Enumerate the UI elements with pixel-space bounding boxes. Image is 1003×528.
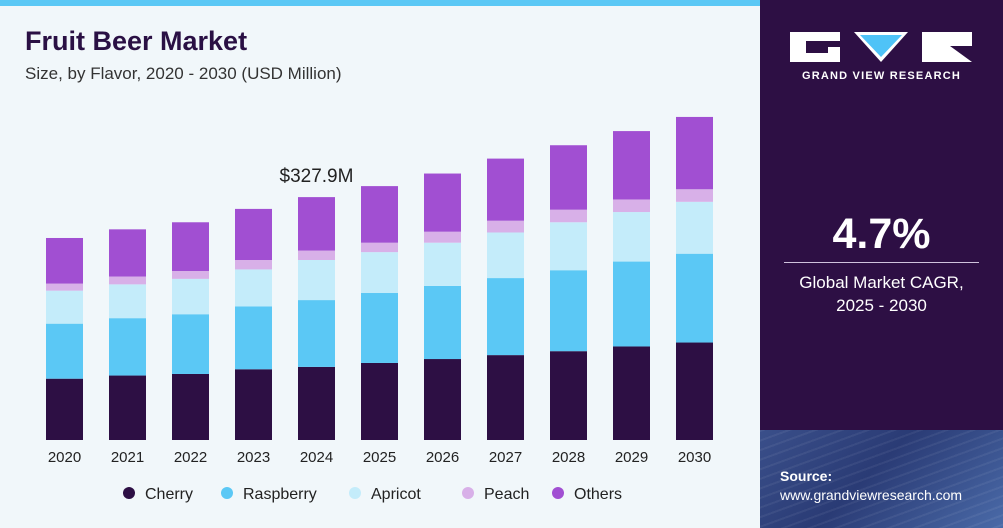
bar-segment-apricot-2027 xyxy=(487,232,524,279)
bar-segment-cherry-2021 xyxy=(109,375,146,440)
bar-segment-raspberry-2024 xyxy=(298,300,335,367)
source-panel-background xyxy=(760,430,1003,528)
x-tick-label-2021: 2021 xyxy=(111,449,144,466)
cagr-label-line1: Global Market CAGR, xyxy=(799,273,964,292)
bar-segment-apricot-2025 xyxy=(361,252,398,294)
bar-segment-apricot-2029 xyxy=(613,212,650,262)
x-tick-label-2022: 2022 xyxy=(174,449,207,466)
bar-segment-peach-2026 xyxy=(424,231,461,243)
bar-segment-peach-2023 xyxy=(235,259,272,270)
bar-segment-cherry-2027 xyxy=(487,355,524,440)
stacked-bar-chart: 2020 2021 2022 2023 2024 $327.9M 2025 2026 2027 2… xyxy=(46,116,713,503)
bar-segment-others-2024 xyxy=(298,197,335,251)
bar-segment-apricot-2030 xyxy=(676,201,713,254)
bar-segment-others-2021 xyxy=(109,229,146,277)
bar-segment-apricot-2028 xyxy=(550,222,587,271)
bar-segment-apricot-2020 xyxy=(46,290,83,324)
bar-segment-raspberry-2030 xyxy=(676,253,713,343)
bar-segment-others-2020 xyxy=(46,237,83,284)
legend-marker-apricot xyxy=(349,487,361,499)
x-tick-label-2020: 2020 xyxy=(48,449,81,466)
chart-subtitle: Size, by Flavor, 2020 - 2030 (USD Millio… xyxy=(25,64,342,83)
bar-segment-cherry-2025 xyxy=(361,362,398,440)
bar-segment-peach-2020 xyxy=(46,283,83,291)
bar-segment-cherry-2023 xyxy=(235,369,272,440)
bar-segment-peach-2022 xyxy=(172,271,209,279)
bar-segment-peach-2028 xyxy=(550,209,587,223)
bar-segment-peach-2030 xyxy=(676,189,713,202)
bar-segment-raspberry-2021 xyxy=(109,318,146,376)
bar-segment-others-2022 xyxy=(172,222,209,271)
source-link[interactable]: www.grandviewresearch.com xyxy=(780,487,963,503)
bar-segment-peach-2021 xyxy=(109,276,146,285)
cagr-value: 4.7% xyxy=(832,210,931,258)
bar-segment-raspberry-2027 xyxy=(487,278,524,356)
bar-segment-peach-2025 xyxy=(361,242,398,253)
cagr-label: Global Market CAGR, 2025 - 2030 xyxy=(760,271,1003,317)
bar-segment-cherry-2029 xyxy=(613,346,650,440)
cagr-label-line2: 2025 - 2030 xyxy=(836,296,927,315)
bar-segment-raspberry-2022 xyxy=(172,314,209,374)
bar-segment-raspberry-2026 xyxy=(424,285,461,360)
bar-segment-apricot-2021 xyxy=(109,284,146,319)
bar-segment-raspberry-2028 xyxy=(550,270,587,352)
bar-segment-cherry-2028 xyxy=(550,351,587,440)
bar-segment-raspberry-2025 xyxy=(361,293,398,363)
legend-label-others: Others xyxy=(574,486,622,503)
x-tick-label-2029: 2029 xyxy=(615,449,648,466)
bar-segment-cherry-2022 xyxy=(172,373,209,440)
x-tick-label-2023: 2023 xyxy=(237,449,270,466)
sidebar: GRAND VIEW RESEARCH 4.7% Global Market C… xyxy=(760,0,1003,528)
bar-segment-peach-2027 xyxy=(487,220,524,233)
bar-segment-apricot-2024 xyxy=(298,259,335,301)
legend-marker-cherry xyxy=(123,487,135,499)
legend-marker-peach xyxy=(462,487,474,499)
bar-segment-others-2026 xyxy=(424,173,461,232)
x-tick-label-2027: 2027 xyxy=(489,449,522,466)
bar-segment-peach-2029 xyxy=(613,199,650,213)
bar-segment-others-2028 xyxy=(550,145,587,210)
cagr-divider xyxy=(784,262,979,263)
source-title: Source: xyxy=(780,468,833,484)
bar-segment-others-2027 xyxy=(487,158,524,221)
value-annotation: $327.9M xyxy=(280,166,354,187)
legend-marker-others xyxy=(552,487,564,499)
x-tick-label-2030: 2030 xyxy=(678,449,711,466)
bar-segment-raspberry-2029 xyxy=(613,261,650,347)
legend-label-peach: Peach xyxy=(484,486,529,503)
bar-segment-apricot-2022 xyxy=(172,278,209,315)
legend-label-raspberry: Raspberry xyxy=(243,486,317,503)
x-tick-label-2028: 2028 xyxy=(552,449,585,466)
gvr-logo xyxy=(790,32,972,62)
bar-segment-peach-2024 xyxy=(298,250,335,260)
bar-segment-raspberry-2023 xyxy=(235,306,272,370)
x-tick-label-2024: 2024 xyxy=(300,449,333,466)
bar-segment-cherry-2030 xyxy=(676,342,713,440)
bar-segment-others-2030 xyxy=(676,116,713,190)
bar-segment-cherry-2020 xyxy=(46,378,83,440)
x-tick-label-2025: 2025 xyxy=(363,449,396,466)
bar-segment-apricot-2026 xyxy=(424,242,461,286)
bar-segment-others-2023 xyxy=(235,208,272,260)
chart-title: Fruit Beer Market xyxy=(25,26,248,56)
bar-segment-cherry-2024 xyxy=(298,366,335,440)
legend-label-cherry: Cherry xyxy=(145,486,193,503)
legend-marker-raspberry xyxy=(221,487,233,499)
chart-panel: Fruit Beer Market Size, by Flavor, 2020 … xyxy=(0,0,760,528)
bar-segment-apricot-2023 xyxy=(235,269,272,307)
legend-label-apricot: Apricot xyxy=(371,486,421,503)
accent-bar xyxy=(0,0,760,6)
bar-segment-raspberry-2020 xyxy=(46,323,83,379)
bar-segment-others-2025 xyxy=(361,186,398,243)
bar-segment-others-2029 xyxy=(613,131,650,200)
x-tick-label-2026: 2026 xyxy=(426,449,459,466)
brand-name: GRAND VIEW RESEARCH xyxy=(801,70,962,82)
bar-segment-cherry-2026 xyxy=(424,359,461,440)
